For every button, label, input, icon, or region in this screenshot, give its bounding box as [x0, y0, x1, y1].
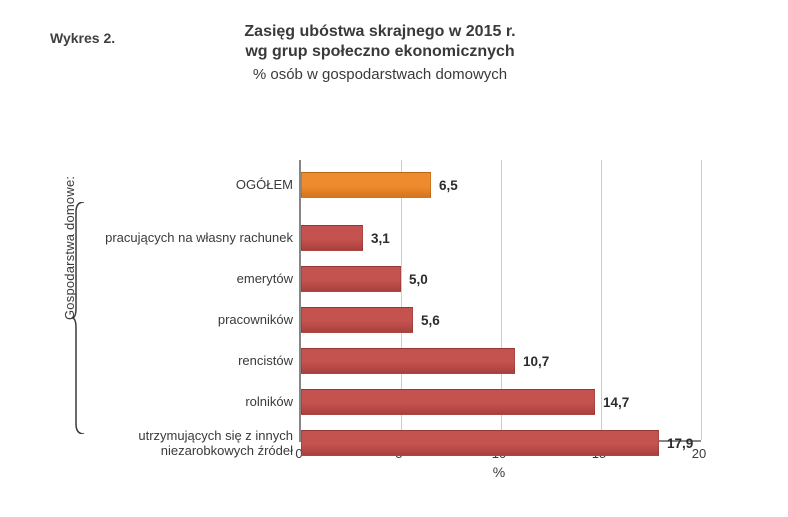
bar: [301, 225, 363, 251]
bar: [301, 172, 431, 198]
bar-value: 6,5: [439, 168, 458, 203]
bar-label: pracujących na własny rachunek: [105, 221, 293, 256]
bar-chart: Gospodarstwa domowe: % 05101520OGÓŁEM6,5…: [0, 150, 788, 480]
bar-row-rolnikow: rolników 14,7: [0, 385, 788, 420]
title-line-1: Zasięg ubóstwa skrajnego w 2015 r.: [120, 22, 640, 42]
x-axis-title: %: [493, 464, 505, 480]
title-line-2: wg grup społeczno ekonomicznych: [120, 42, 640, 62]
bar-value: 17,9: [667, 426, 693, 461]
bar: [301, 307, 413, 333]
bar: [301, 389, 595, 415]
bar-row-wlasny: pracujących na własny rachunek 3,1: [0, 221, 788, 256]
chart-title: Zasięg ubóstwa skrajnego w 2015 r. wg gr…: [120, 22, 640, 84]
bar-label: rolników: [245, 385, 293, 420]
bar-label: rencistów: [238, 344, 293, 379]
bar-label: pracowników: [218, 303, 293, 338]
bar-row-emerytow: emerytów 5,0: [0, 262, 788, 297]
bar-value: 3,1: [371, 221, 390, 256]
bar-row-pracownikow: pracowników 5,6: [0, 303, 788, 338]
bar-value: 5,6: [421, 303, 440, 338]
bar-row-inne: utrzymujących się z innychniezarobkowych…: [0, 426, 788, 461]
bar-value: 14,7: [603, 385, 629, 420]
bar: [301, 348, 515, 374]
bar-row-rencistow: rencistów 10,7: [0, 344, 788, 379]
figure-label: Wykres 2.: [50, 30, 115, 46]
bar-row-ogolem: OGÓŁEM 6,5: [0, 168, 788, 203]
bar: [301, 430, 659, 456]
bar-value: 5,0: [409, 262, 428, 297]
bar-label: utrzymujących się z innychniezarobkowych…: [138, 426, 293, 461]
bar: [301, 266, 401, 292]
bar-label: OGÓŁEM: [236, 168, 293, 203]
title-subtitle: % osób w gospodarstwach domowych: [120, 65, 640, 84]
bar-label: emerytów: [237, 262, 293, 297]
bar-value: 10,7: [523, 344, 549, 379]
